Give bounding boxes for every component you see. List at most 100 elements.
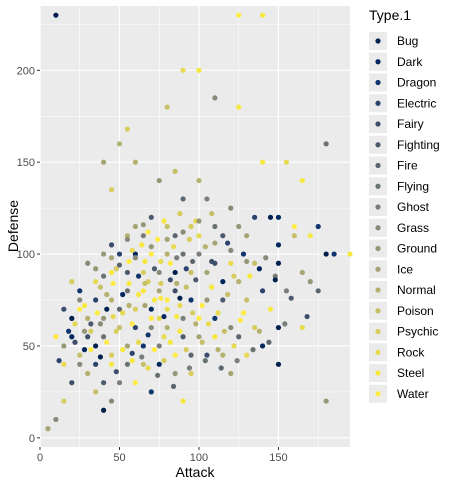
data-point-psychic bbox=[108, 352, 115, 358]
y-tick-label: 0 bbox=[29, 433, 35, 445]
data-point-dragon bbox=[148, 389, 154, 395]
data-point-water bbox=[240, 310, 247, 316]
data-point-steel bbox=[307, 233, 313, 239]
data-point-grass bbox=[77, 297, 83, 303]
data-point-fairy bbox=[209, 258, 215, 265]
data-point-ice bbox=[196, 334, 202, 340]
grid-major bbox=[39, 6, 350, 447]
data-point-steel bbox=[299, 177, 305, 184]
data-point-steel bbox=[267, 306, 274, 312]
data-point-ground bbox=[140, 222, 146, 228]
data-point-fire bbox=[172, 233, 178, 239]
data-point-normal bbox=[116, 141, 123, 147]
data-point-normal bbox=[164, 251, 170, 257]
data-point-water bbox=[104, 339, 110, 345]
data-point-grass bbox=[212, 95, 218, 101]
data-point-fighting bbox=[148, 214, 154, 220]
data-point-ghost bbox=[116, 380, 123, 386]
data-point-fighting bbox=[100, 380, 107, 386]
data-point-fire bbox=[170, 383, 177, 389]
data-point-dark bbox=[148, 306, 154, 312]
data-point-rock bbox=[231, 343, 237, 349]
data-point-psychic bbox=[177, 211, 183, 217]
data-point-water bbox=[110, 280, 116, 287]
data-point-fairy bbox=[304, 313, 310, 320]
data-point-water bbox=[148, 251, 154, 257]
data-point-dragon bbox=[66, 328, 72, 334]
data-point-water bbox=[94, 310, 100, 316]
data-point-rock bbox=[215, 310, 221, 316]
data-point-grass bbox=[53, 416, 59, 423]
data-point-poison bbox=[252, 260, 258, 266]
y-tick-label: 200 bbox=[17, 65, 35, 77]
data-point-electric bbox=[132, 324, 138, 331]
data-point-normal bbox=[126, 302, 132, 309]
data-point-bug bbox=[53, 12, 59, 18]
data-point-psychic bbox=[69, 279, 75, 285]
data-point-dragon bbox=[212, 315, 218, 321]
data-point-rock bbox=[196, 233, 202, 239]
data-point-bug bbox=[323, 251, 329, 257]
data-point-psychic bbox=[190, 310, 196, 316]
legend-key-dot bbox=[375, 370, 381, 376]
data-point-dragon bbox=[145, 332, 151, 338]
data-point-water bbox=[151, 347, 158, 353]
data-point-ground bbox=[172, 370, 178, 377]
legend-key-dot bbox=[375, 245, 381, 252]
data-point-rock bbox=[228, 260, 234, 266]
data-point-ice bbox=[228, 370, 234, 377]
data-point-steel bbox=[81, 302, 88, 309]
data-point-steel bbox=[129, 358, 135, 364]
data-point-ghost bbox=[272, 273, 278, 279]
legend-label: Poison bbox=[397, 304, 434, 318]
data-point-poison bbox=[164, 223, 170, 230]
data-point-ground bbox=[148, 244, 154, 250]
data-point-grass bbox=[148, 324, 154, 331]
data-point-psychic bbox=[252, 324, 258, 331]
data-point-fire bbox=[218, 365, 224, 371]
data-point-rock bbox=[170, 244, 177, 250]
data-point-water bbox=[88, 347, 94, 353]
legend-item-steel: Steel bbox=[369, 364, 424, 382]
data-points bbox=[45, 12, 353, 432]
data-point-grass bbox=[263, 255, 269, 261]
legend-key-dot bbox=[375, 100, 381, 106]
data-point-steel bbox=[236, 104, 242, 110]
data-point-rock bbox=[161, 334, 167, 340]
data-point-electric bbox=[93, 297, 99, 303]
data-point-flying bbox=[100, 334, 107, 340]
data-point-bug bbox=[93, 343, 99, 349]
data-point-water bbox=[196, 315, 202, 321]
data-point-poison bbox=[244, 297, 250, 303]
data-point-psychic bbox=[113, 328, 119, 334]
legend-label: Fighting bbox=[397, 138, 440, 152]
legend-label: Fire bbox=[397, 159, 418, 173]
data-point-water bbox=[155, 236, 161, 242]
data-point-grass bbox=[228, 324, 234, 331]
data-point-water bbox=[148, 315, 154, 321]
data-point-steel bbox=[180, 398, 186, 404]
data-point-grass bbox=[228, 205, 234, 211]
legend-label: Ghost bbox=[397, 200, 430, 214]
data-point-poison bbox=[142, 280, 148, 287]
data-point-normal bbox=[124, 233, 131, 239]
data-point-rock bbox=[61, 361, 67, 367]
data-point-ghost bbox=[186, 365, 193, 371]
data-point-grass bbox=[77, 361, 83, 367]
data-point-normal bbox=[164, 324, 170, 331]
data-point-rock bbox=[129, 247, 135, 253]
data-point-steel bbox=[196, 67, 202, 73]
legend-key-dot bbox=[375, 121, 381, 127]
data-point-fighting bbox=[288, 295, 294, 301]
data-point-dark bbox=[275, 242, 282, 248]
data-point-rock bbox=[299, 324, 305, 331]
data-point-rock bbox=[120, 310, 126, 316]
data-point-ice bbox=[45, 426, 51, 432]
data-point-psychic bbox=[124, 126, 131, 132]
data-point-steel bbox=[126, 280, 132, 287]
data-point-water bbox=[164, 297, 170, 303]
legend-label: Electric bbox=[397, 96, 436, 110]
data-point-rock bbox=[205, 321, 212, 327]
x-axis-title: Attack bbox=[176, 464, 216, 480]
